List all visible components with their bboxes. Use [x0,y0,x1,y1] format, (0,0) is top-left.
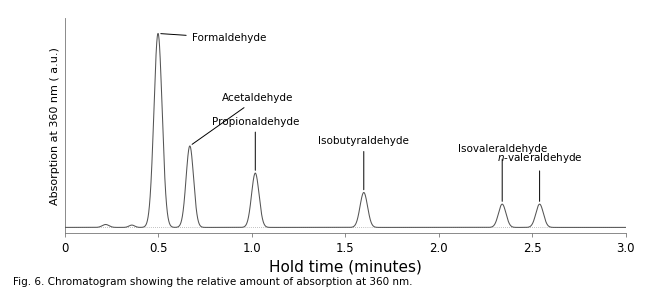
Text: $\it{n}$-valeraldehyde: $\it{n}$-valeraldehyde [497,151,582,201]
Text: Formaldehyde: Formaldehyde [161,33,266,43]
Text: Isovaleraldehyde: Isovaleraldehyde [457,144,547,201]
X-axis label: Hold time (minutes): Hold time (minutes) [268,260,422,274]
Text: Fig. 6. Chromatogram showing the relative amount of absorption at 360 nm.: Fig. 6. Chromatogram showing the relativ… [13,277,412,287]
Text: Acetaldehyde: Acetaldehyde [192,93,293,144]
Text: Isobutyraldehyde: Isobutyraldehyde [319,136,409,190]
Text: Propionaldehyde: Propionaldehyde [212,117,299,170]
Y-axis label: Absorption at 360 nm ( a.u.): Absorption at 360 nm ( a.u.) [50,47,61,205]
